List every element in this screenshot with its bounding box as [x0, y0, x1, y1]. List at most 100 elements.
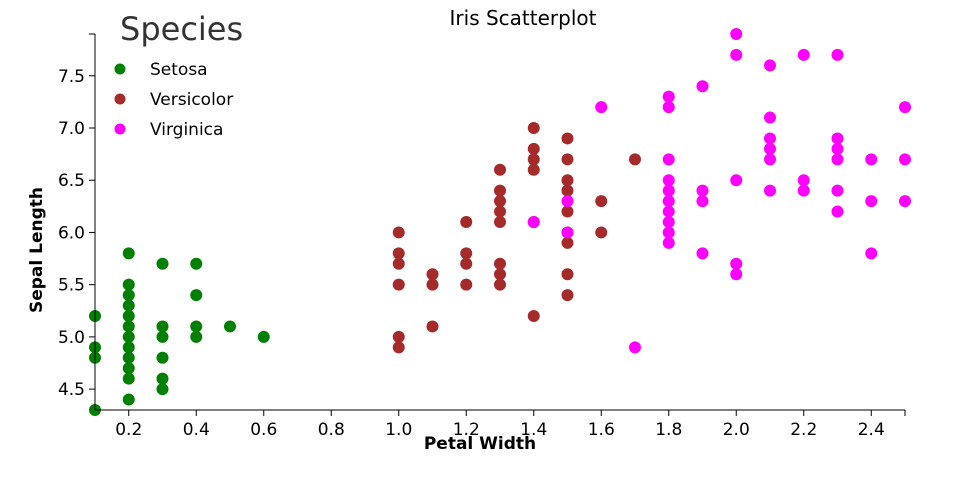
- y-tick-label-6: 7.5: [58, 67, 85, 87]
- point-setosa-10: [122, 330, 135, 343]
- point-virginica-16: [696, 184, 709, 197]
- point-versicolor-9: [460, 216, 473, 228]
- point-virginica-28: [764, 153, 776, 166]
- point-virginica-37: [831, 184, 844, 197]
- point-versicolor-1: [392, 247, 405, 260]
- point-virginica-30: [797, 48, 810, 61]
- x-tick-label-11: 2.4: [858, 420, 885, 440]
- point-setosa-20: [156, 372, 169, 385]
- chart-title: Iris Scatterplot: [450, 6, 597, 30]
- point-virginica-24: [764, 59, 776, 72]
- point-virginica-21: [730, 174, 743, 187]
- point-virginica-17: [696, 195, 709, 208]
- point-versicolor-37: [595, 226, 608, 239]
- x-tick-label-4: 1.0: [385, 420, 412, 440]
- point-virginica-14: [662, 236, 675, 249]
- legend-marker-setosa: [114, 63, 126, 75]
- legend-label-versicolor: Versicolor: [150, 90, 233, 110]
- point-setosa-8: [122, 310, 135, 322]
- point-versicolor-36: [595, 195, 608, 208]
- point-setosa-12: [122, 351, 135, 364]
- point-virginica-43: [899, 153, 911, 166]
- point-virginica-26: [764, 132, 776, 145]
- y-tick-label-5: 7.0: [58, 119, 85, 139]
- legend-items: Setosa Versicolor Virginica: [114, 60, 233, 140]
- point-virginica-22: [730, 257, 743, 270]
- point-setosa-4: [122, 247, 135, 260]
- point-versicolor-7: [426, 278, 439, 291]
- legend-label-setosa: Setosa: [150, 60, 208, 80]
- legend-marker-versicolor: [114, 93, 126, 105]
- point-virginica-31: [797, 174, 810, 187]
- x-axis-title: Petal Width: [424, 434, 536, 454]
- point-versicolor-16: [494, 205, 506, 218]
- point-setosa-11: [122, 341, 135, 354]
- point-virginica-3: [595, 101, 608, 114]
- point-virginica-35: [831, 142, 844, 155]
- point-virginica-40: [865, 195, 878, 208]
- point-versicolor-22: [527, 142, 540, 155]
- point-virginica-19: [730, 28, 743, 40]
- y-tick-label-3: 6.0: [58, 223, 85, 243]
- point-versicolor-38: [629, 153, 641, 166]
- point-versicolor-21: [527, 122, 540, 134]
- point-versicolor-34: [561, 268, 574, 281]
- point-setosa-7: [122, 299, 135, 312]
- y-axis-title: Sepal Length: [27, 187, 47, 313]
- point-virginica-20: [730, 48, 743, 61]
- point-virginica-10: [662, 195, 675, 208]
- point-setosa-6: [122, 289, 135, 302]
- point-virginica-29: [764, 184, 776, 197]
- point-setosa-24: [190, 320, 203, 333]
- point-virginica-4: [629, 341, 641, 354]
- y-tick-label-0: 4.5: [58, 380, 85, 400]
- y-tick-label-1: 5.0: [58, 328, 85, 348]
- point-virginica-1: [561, 195, 574, 208]
- legend-label-virginica: Virginica: [150, 120, 223, 140]
- point-virginica-2: [561, 226, 574, 239]
- point-virginica-42: [899, 101, 911, 114]
- point-versicolor-26: [527, 310, 540, 322]
- point-virginica-27: [764, 142, 776, 155]
- point-versicolor-2: [392, 257, 405, 270]
- point-virginica-13: [662, 226, 675, 239]
- point-virginica-15: [696, 80, 709, 93]
- point-versicolor-20: [494, 278, 506, 291]
- legend-title: Species: [120, 10, 243, 48]
- point-versicolor-27: [561, 132, 574, 145]
- point-virginica-18: [696, 247, 709, 260]
- point-setosa-17: [156, 320, 169, 333]
- point-versicolor-4: [392, 330, 405, 343]
- point-versicolor-24: [527, 163, 540, 176]
- point-versicolor-23: [527, 153, 540, 166]
- x-tick-label-0: 0.2: [115, 420, 142, 440]
- point-virginica-34: [831, 132, 844, 145]
- point-virginica-11: [662, 205, 675, 218]
- point-virginica-9: [662, 184, 675, 197]
- points-layer: [89, 28, 911, 416]
- point-versicolor-33: [561, 236, 574, 249]
- point-setosa-21: [156, 383, 169, 396]
- x-tick-label-1: 0.4: [183, 420, 210, 440]
- point-versicolor-14: [494, 184, 506, 197]
- legend-marker-virginica: [114, 123, 126, 135]
- x-tick-label-8: 1.8: [655, 420, 682, 440]
- point-versicolor-12: [460, 278, 473, 291]
- point-versicolor-31: [561, 205, 574, 218]
- point-versicolor-6: [426, 268, 439, 281]
- point-virginica-38: [831, 205, 844, 218]
- point-versicolor-17: [494, 216, 506, 228]
- point-virginica-32: [797, 184, 810, 197]
- point-versicolor-13: [494, 163, 506, 176]
- point-virginica-25: [764, 111, 776, 124]
- point-versicolor-10: [460, 247, 473, 260]
- point-versicolor-5: [392, 341, 405, 354]
- point-virginica-8: [662, 174, 675, 187]
- x-axis-ticks: 0.2 0.4 0.6 0.8 1.0 1.2 1.4 1.6 1.8 2.0 2.2 2.4: [115, 410, 906, 440]
- x-tick-label-5: 1.2: [453, 420, 480, 440]
- point-setosa-25: [190, 330, 203, 343]
- x-tick-label-7: 1.6: [588, 420, 615, 440]
- x-tick-label-6: 1.4: [520, 420, 547, 440]
- point-setosa-19: [156, 351, 169, 364]
